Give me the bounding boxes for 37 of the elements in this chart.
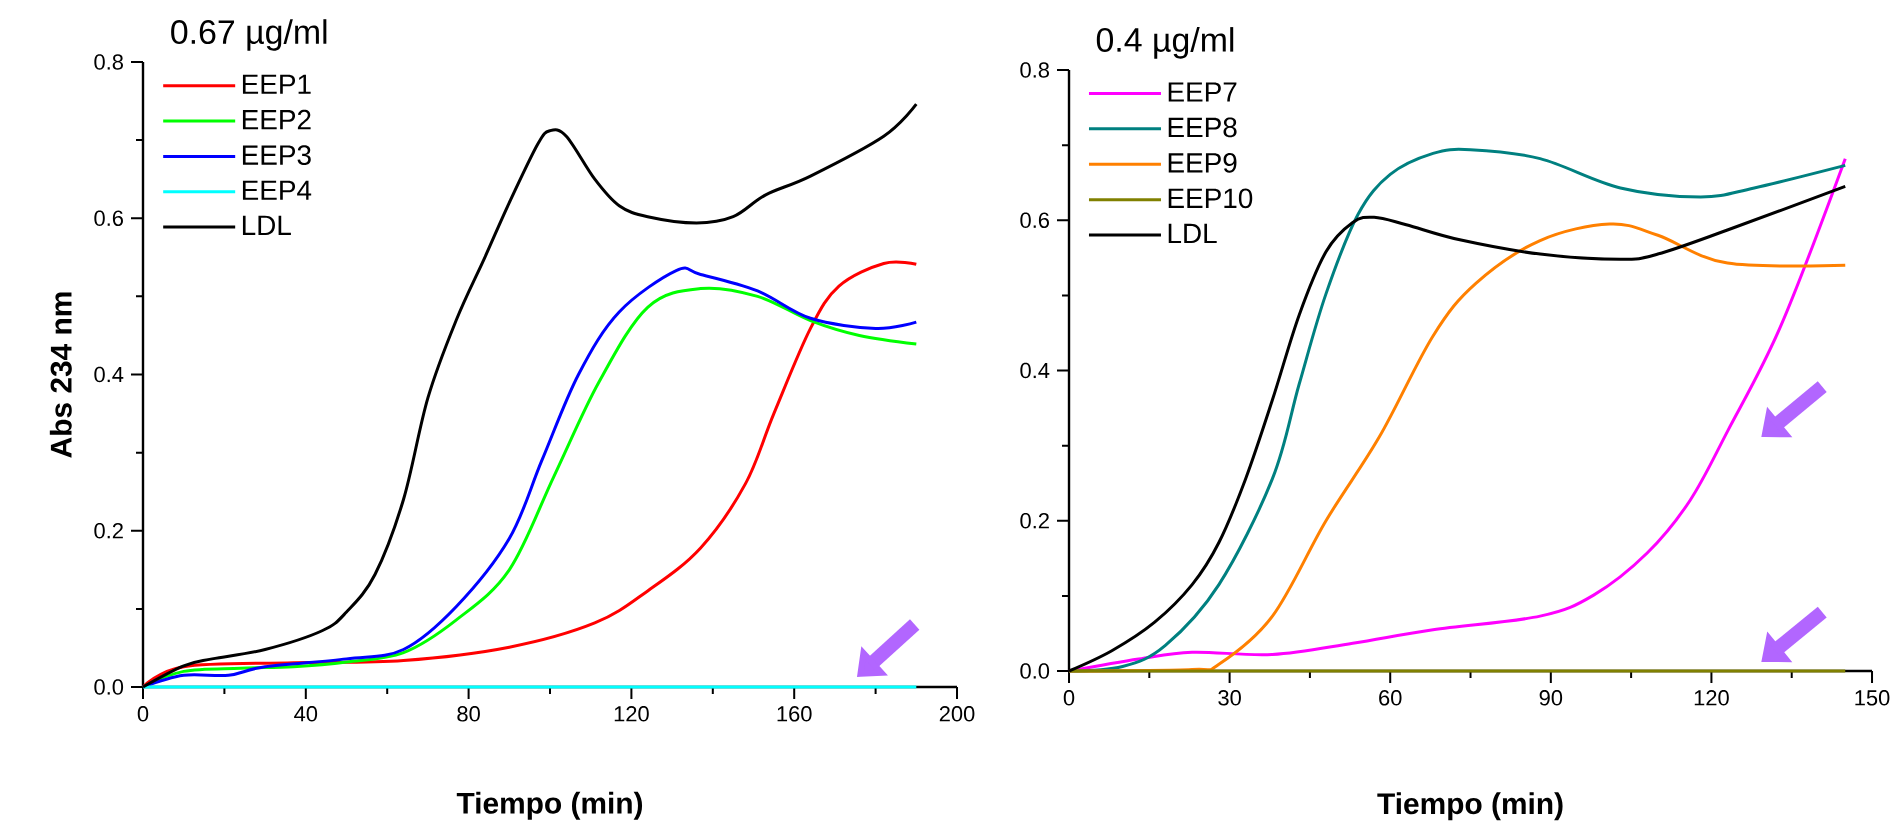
legend-label: EEP1 bbox=[242, 74, 311, 94]
y-tick-label: 0.0 bbox=[1020, 663, 1050, 679]
y-tick-label: 0.8 bbox=[1020, 62, 1049, 78]
legend-label: EEP4 bbox=[242, 180, 312, 200]
chart-title: 0.67 µg/ml bbox=[171, 19, 327, 51]
x-tick-label: 0 bbox=[137, 706, 149, 722]
x-tick-label: 200 bbox=[939, 706, 975, 722]
legend-label: EEP8 bbox=[1168, 117, 1237, 138]
x-tick-label: 60 bbox=[1379, 690, 1402, 706]
y-tick-label: 0.2 bbox=[1020, 513, 1049, 529]
y-axis-title: Abs 234 nm bbox=[49, 292, 72, 458]
x-tick-label: 160 bbox=[777, 706, 812, 722]
chart-title: 0.4 µg/ml bbox=[1096, 27, 1234, 59]
x-axis-title: Tiempo (min) bbox=[1377, 792, 1563, 821]
x-axis-title: Tiempo (min) bbox=[456, 791, 643, 820]
x-tick-label: 120 bbox=[1694, 690, 1729, 706]
legend-label: LDL bbox=[242, 215, 291, 235]
x-tick-label: 120 bbox=[614, 706, 649, 722]
y-tick-label: 0.8 bbox=[94, 54, 123, 70]
legend-label: EEP7 bbox=[1168, 82, 1237, 102]
x-tick-label: 80 bbox=[457, 706, 480, 722]
legend-label: LDL bbox=[1168, 223, 1217, 244]
legend-label: EEP2 bbox=[242, 109, 311, 130]
y-tick-label: 0.0 bbox=[94, 679, 124, 695]
y-tick-label: 0.4 bbox=[1020, 362, 1050, 379]
y-tick-label: 0.6 bbox=[94, 210, 123, 227]
y-tick-label: 0.4 bbox=[94, 366, 124, 383]
x-tick-label: 40 bbox=[294, 706, 318, 722]
legend-label: EEP3 bbox=[242, 145, 311, 165]
x-tick-label: 30 bbox=[1218, 690, 1241, 706]
y-tick-label: 0.6 bbox=[1020, 212, 1049, 229]
y-tick-label: 0.2 bbox=[94, 523, 123, 539]
legend-label: EEP9 bbox=[1168, 152, 1237, 173]
legend-label: EEP10 bbox=[1168, 188, 1253, 209]
x-tick-label: 0 bbox=[1063, 690, 1075, 706]
x-tick-label: 90 bbox=[1539, 690, 1563, 706]
x-tick-label: 150 bbox=[1855, 690, 1890, 706]
